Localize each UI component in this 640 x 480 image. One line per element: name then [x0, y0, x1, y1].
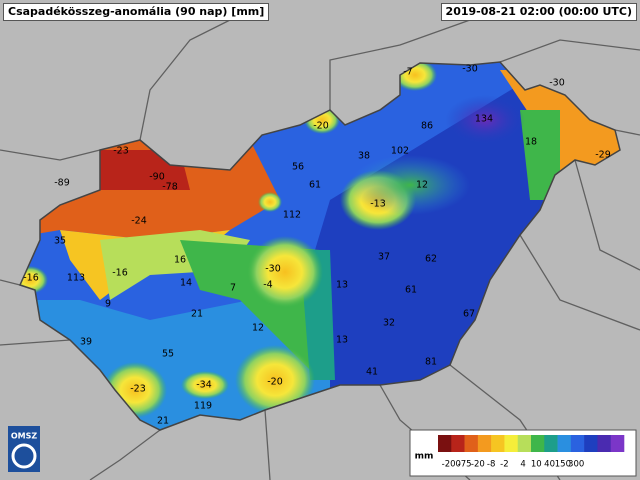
value-label: 13: [336, 335, 348, 346]
value-label: -7: [403, 67, 412, 78]
value-label: 61: [309, 180, 321, 191]
legend-tick-label: -8: [487, 460, 495, 470]
legend-swatch: [451, 435, 465, 452]
value-label: -78: [162, 182, 178, 193]
value-label: 38: [358, 151, 370, 162]
value-label: 14: [180, 278, 192, 289]
value-label: 56: [292, 162, 304, 173]
value-label: 12: [252, 323, 264, 334]
value-label: 39: [80, 337, 92, 348]
legend-swatch: [531, 435, 545, 452]
legend-swatch: [610, 435, 625, 452]
value-label: -30: [462, 64, 478, 75]
value-label: 102: [391, 146, 409, 157]
value-label: 16: [174, 255, 186, 266]
value-label: 9: [105, 299, 111, 310]
legend-swatch: [597, 435, 612, 452]
legend-tick-label: -75: [458, 460, 472, 470]
value-label: -23: [130, 384, 146, 395]
legend-tick-label: 4: [520, 460, 525, 470]
legend-tick-label: -2: [500, 460, 508, 470]
value-label: 35: [54, 236, 66, 247]
legend-swatch: [557, 435, 572, 452]
legend-swatch: [584, 435, 598, 452]
value-label: -30: [549, 78, 565, 89]
value-label: 55: [162, 349, 174, 360]
logo-text: OMSZ: [11, 432, 38, 441]
legend-tick-label: 150: [555, 460, 571, 470]
legend-tick-label: 40: [544, 460, 555, 470]
value-label: 13: [336, 280, 348, 291]
value-label: -24: [131, 216, 147, 227]
value-label: -30: [265, 264, 281, 275]
legend-tick-label: -20: [471, 460, 485, 470]
value-label: 37: [378, 252, 390, 263]
legend-unit: mm: [415, 452, 434, 462]
legend-swatch: [570, 435, 585, 452]
country-border: [18, 61, 621, 431]
value-label: -4: [263, 280, 272, 291]
logo: OMSZ: [8, 426, 40, 472]
value-label: -29: [595, 150, 611, 161]
value-label: 112: [283, 210, 301, 221]
value-label: 62: [425, 254, 437, 265]
value-label: 41: [366, 367, 378, 378]
value-label: 12: [416, 180, 428, 191]
borders: [0, 9, 640, 480]
timestamp: 2019-08-21 02:00 (00:00 UTC): [440, 3, 637, 21]
value-labels: -7 -30 -30 -20 86 134 18 -29 -23 38 102 56 61 12 -89 -9…: [23, 64, 611, 427]
title: Csapadékösszeg-anomália (90 nap) [mm]: [3, 3, 270, 21]
legend-swatch: [504, 435, 519, 452]
value-label: 32: [383, 318, 395, 329]
value-label: -90: [149, 172, 165, 183]
legend-swatch: [438, 435, 452, 452]
legend-tick-label: -200: [442, 460, 461, 470]
legend-swatch: [544, 435, 558, 452]
value-label: 134: [475, 114, 493, 125]
value-label: 21: [157, 416, 169, 427]
legend-swatch: [517, 435, 532, 452]
value-label: -34: [196, 380, 212, 391]
legend-swatch: [491, 435, 505, 452]
value-label: 61: [405, 285, 417, 296]
legend-swatch: [464, 435, 479, 452]
value-label: -16: [23, 273, 39, 284]
value-label: -89: [54, 178, 70, 189]
value-label: -13: [370, 199, 386, 210]
value-label: 119: [194, 401, 212, 412]
value-label: -23: [113, 146, 129, 157]
value-label: 7: [230, 283, 236, 294]
value-label: 21: [191, 309, 203, 320]
legend-tick-label: 10: [531, 460, 542, 470]
value-label: -16: [112, 268, 128, 279]
legend-tick-label: 300: [568, 460, 584, 470]
value-label: 86: [421, 121, 433, 132]
value-label: 18: [525, 137, 537, 148]
value-label: 67: [463, 309, 475, 320]
value-label: -20: [267, 377, 283, 388]
value-label: 81: [425, 357, 437, 368]
value-label: -20: [313, 121, 329, 132]
value-label: 113: [67, 273, 85, 284]
legend-swatch: [477, 435, 492, 452]
